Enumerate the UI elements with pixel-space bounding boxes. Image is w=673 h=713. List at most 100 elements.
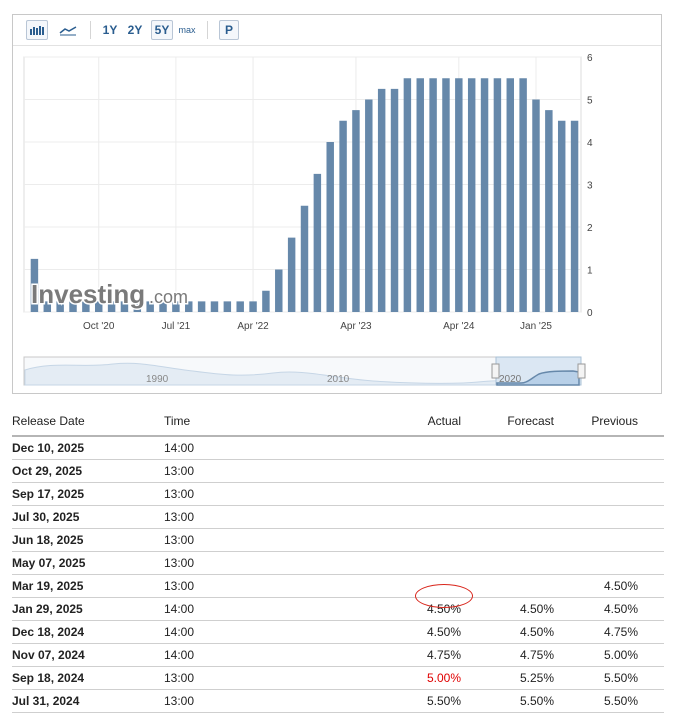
chart-bar (377, 88, 386, 312)
chart-bar (95, 301, 103, 312)
release-date-cell: Nov 07, 2024 (12, 648, 85, 662)
y-tick-label: 4 (587, 138, 593, 149)
release-date-cell: Dec 18, 2024 (12, 625, 85, 639)
chart-bar (352, 110, 360, 312)
time-cell: 13:00 (164, 533, 195, 547)
time-cell: 13:00 (164, 694, 195, 708)
time-cell: 13:00 (164, 464, 195, 478)
line-chart-icon[interactable] (57, 20, 79, 40)
chart-bar (339, 120, 347, 312)
chart-bar (313, 173, 322, 312)
print-button[interactable]: P (219, 20, 239, 40)
chart-bar (82, 301, 90, 312)
release-date-cell: Jun 18, 2025 (12, 533, 84, 547)
actual-cell: 4.75% (426, 648, 461, 662)
range-1y-button[interactable]: 1Y (102, 23, 118, 37)
release-date-cell: May 07, 2025 (12, 556, 86, 570)
previous-cell: 4.75% (603, 625, 638, 639)
table-row: Jul 31, 2024 13:00 5.50% 5.50% 5.50% (12, 690, 664, 713)
chart-toolbar: 1Y 2Y 5Y max P (13, 15, 661, 46)
chart-bar (403, 78, 412, 312)
forecast-cell: 5.50% (519, 694, 554, 708)
x-tick-label: Apr '22 (237, 321, 269, 332)
toolbar-divider (207, 21, 208, 39)
x-tick-label: Oct '20 (83, 321, 115, 332)
investing-logo-watermark: Investing .com (30, 278, 190, 311)
chart-bar (146, 301, 154, 312)
y-tick-label: 0 (587, 308, 593, 319)
range-navigator[interactable]: 1990 2010 2020 (23, 356, 586, 386)
x-tick-label: Jul '21 (162, 321, 191, 332)
chart-bar (262, 290, 270, 312)
table-header-row: Release Date Time Actual Forecast Previo… (12, 409, 664, 437)
navigator-right-handle[interactable] (577, 363, 586, 379)
chart-bar (480, 78, 489, 312)
bar-chart-icon[interactable] (26, 20, 48, 40)
table-row: Jul 30, 2025 13:00 (12, 506, 664, 529)
chart-bar (223, 301, 232, 312)
header-release-date[interactable]: Release Date (12, 414, 85, 428)
table-row: Nov 07, 2024 14:00 4.75% 4.75% 5.00% (12, 644, 664, 667)
chart-bar (172, 301, 180, 312)
time-cell: 13:00 (164, 579, 195, 593)
release-date-cell: Jul 30, 2025 (12, 510, 80, 524)
table-row: Sep 18, 2024 13:00 5.00% 5.25% 5.50% (12, 667, 664, 690)
watermark-logo-text: Investing (31, 279, 145, 309)
chart-bar (519, 78, 527, 312)
table-row: Jan 29, 2025 14:00 4.50% 4.50% 4.50% (12, 598, 664, 621)
time-cell: 13:00 (164, 510, 195, 524)
release-date-cell: Jul 31, 2024 (12, 694, 80, 708)
chart-bar (455, 78, 463, 312)
chart-bar (532, 99, 540, 312)
range-2y-button[interactable]: 2Y (127, 23, 143, 37)
toolbar-divider (90, 21, 91, 39)
table-body: Dec 10, 2025 14:00 Oct 29, 2025 13:00 Sep 17… (12, 437, 664, 713)
chart-bar (30, 258, 39, 312)
chart-bar (275, 269, 283, 312)
release-date-cell: Sep 18, 2024 (12, 671, 85, 685)
y-tick-label: 5 (587, 96, 593, 107)
watermark-logo-suffix: .com (149, 287, 188, 307)
navigator-label-2010: 2010 (327, 374, 350, 385)
time-cell: 14:00 (164, 648, 195, 662)
time-cell: 14:00 (164, 602, 195, 616)
chart-bar (493, 78, 502, 312)
previous-cell: 5.50% (603, 671, 638, 685)
table-row: May 07, 2025 13:00 (12, 552, 664, 575)
range-5y-button[interactable]: 5Y (151, 20, 173, 40)
header-time[interactable]: Time (164, 414, 191, 428)
chart-bar (467, 78, 476, 312)
header-forecast[interactable]: Forecast (507, 414, 554, 428)
chart-bar (545, 110, 553, 312)
chart-bar (416, 78, 424, 312)
time-cell: 13:00 (164, 487, 195, 501)
table-row: Oct 29, 2025 13:00 (12, 460, 664, 483)
header-previous[interactable]: Previous (591, 414, 638, 428)
chart-bar (210, 301, 219, 312)
header-actual[interactable]: Actual (427, 414, 461, 428)
time-cell: 14:00 (164, 441, 195, 455)
table-row: Mar 19, 2025 13:00 4.50% (12, 575, 664, 598)
range-max-button[interactable]: max (178, 25, 196, 35)
chart-bar (287, 237, 296, 312)
chart-bar (107, 301, 116, 312)
chart-bar (197, 301, 206, 312)
y-tick-label: 6 (587, 53, 593, 64)
actual-cell: 5.50% (426, 694, 461, 708)
navigator-area (24, 362, 504, 386)
release-date-cell: Oct 29, 2025 (12, 464, 83, 478)
release-date-cell: Jan 29, 2025 (12, 602, 83, 616)
table-row: Jun 18, 2025 13:00 (12, 529, 664, 552)
chart-bar (442, 78, 450, 312)
chart-bar (133, 301, 142, 312)
x-tick-label: Apr '23 (340, 321, 372, 332)
previous-cell: 5.00% (603, 648, 638, 662)
previous-cell: 4.50% (603, 602, 638, 616)
chart-bars (30, 78, 579, 312)
navigator-label-2020: 2020 (499, 374, 522, 385)
chart-bar (69, 301, 77, 312)
navigator-left-handle[interactable] (491, 363, 500, 379)
y-tick-label: 1 (587, 266, 593, 277)
chart-bar (390, 88, 399, 312)
forecast-cell: 5.25% (519, 671, 554, 685)
